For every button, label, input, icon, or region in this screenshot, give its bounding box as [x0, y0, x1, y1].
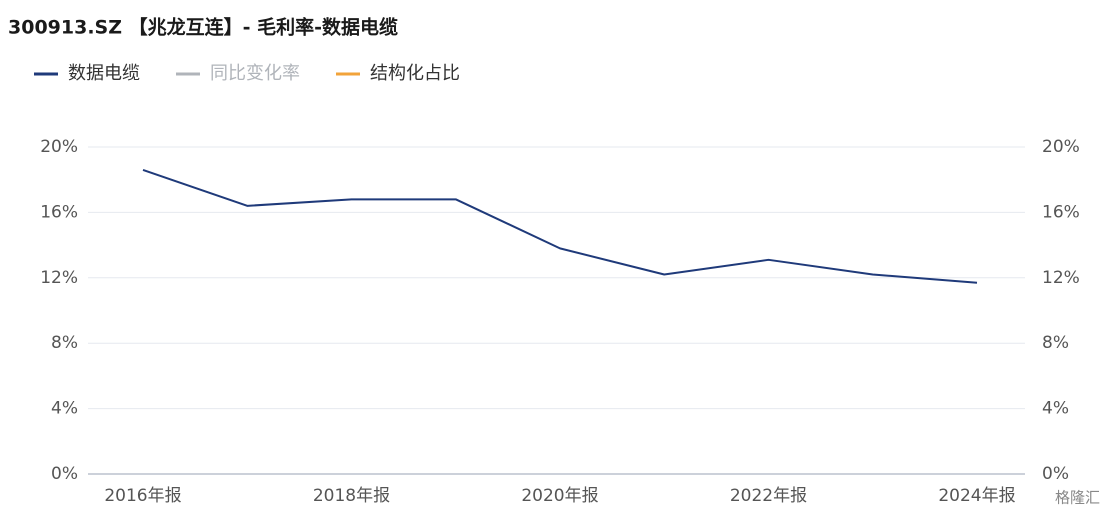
y-tick-label: 20%	[40, 137, 78, 157]
watermark: 格隆汇	[1055, 489, 1100, 507]
legend-label: 数据电缆	[68, 63, 140, 84]
y2-tick-label: 4%	[1042, 399, 1069, 419]
x-tick-label: 2024年报	[938, 486, 1015, 506]
y-tick-label: 12%	[40, 268, 78, 288]
y2-tick-label: 8%	[1042, 333, 1069, 353]
chart-title: 300913.SZ 【兆龙互连】- 毛利率-数据电缆	[8, 16, 398, 39]
x-tick-label: 2018年报	[313, 486, 390, 506]
y-tick-label: 4%	[51, 399, 78, 419]
legend-label: 同比变化率	[210, 63, 300, 84]
x-tick-label: 2020年报	[521, 486, 598, 506]
legend-label: 结构化占比	[370, 63, 460, 84]
y2-tick-label: 0%	[1042, 464, 1069, 484]
y2-tick-label: 16%	[1042, 202, 1080, 222]
y2-tick-label: 20%	[1042, 137, 1080, 157]
y-tick-label: 16%	[40, 202, 78, 222]
data-line	[142, 168, 978, 284]
x-tick-label: 2016年报	[104, 486, 181, 506]
y2-tick-label: 12%	[1042, 268, 1080, 288]
x-tick-label: 2022年报	[730, 486, 807, 506]
y-tick-label: 0%	[51, 464, 78, 484]
y-tick-label: 8%	[51, 333, 78, 353]
